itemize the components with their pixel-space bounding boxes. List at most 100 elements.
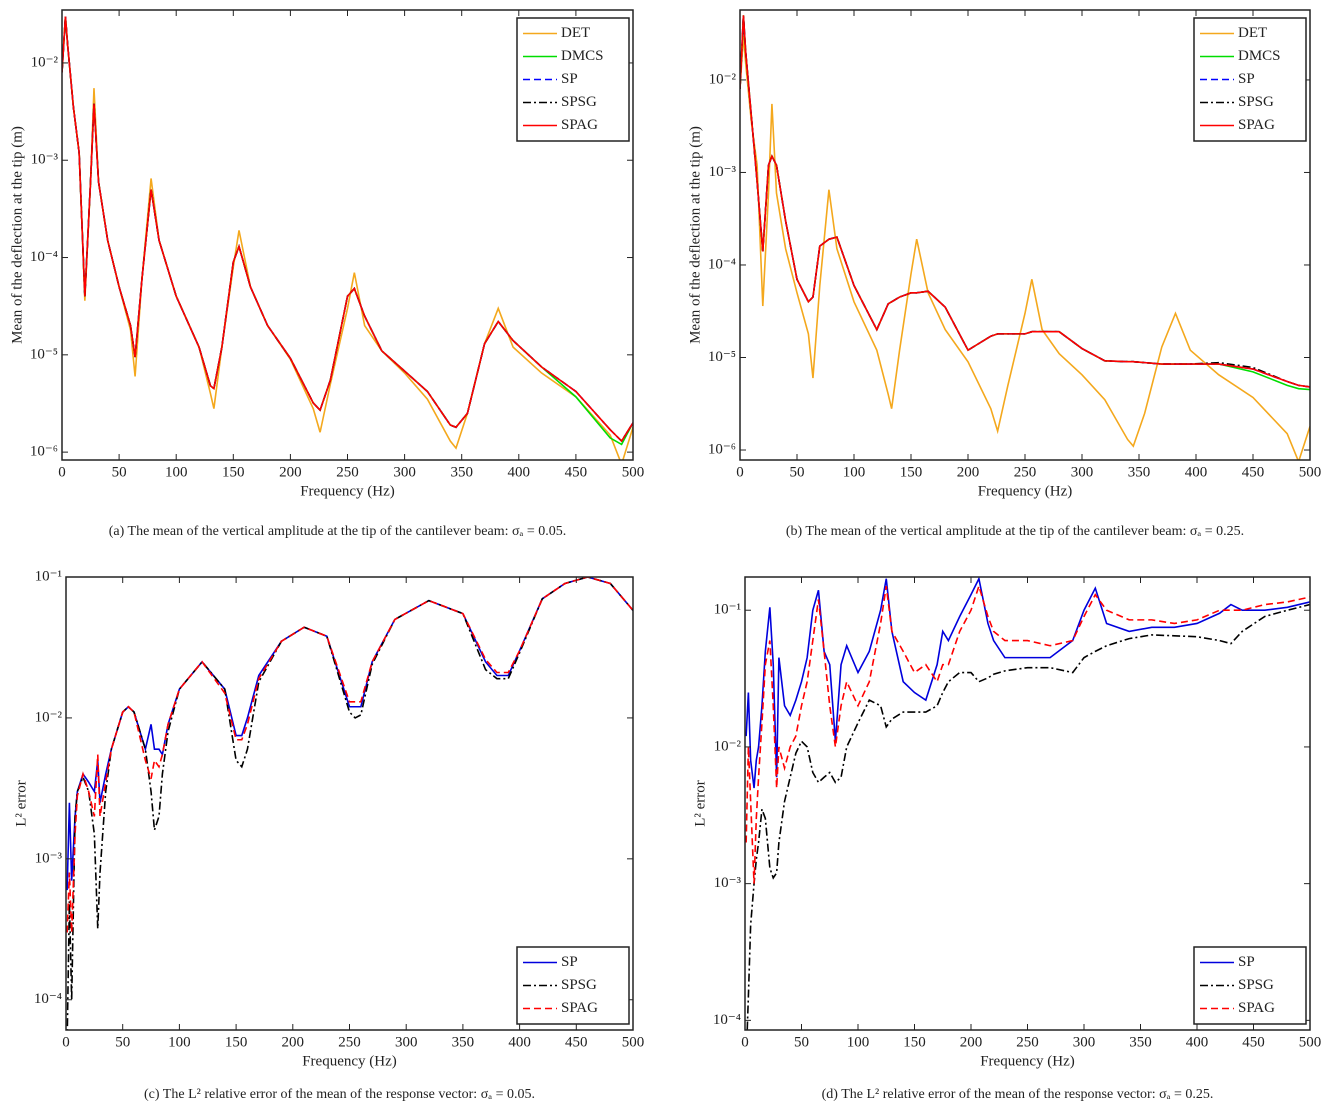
y-axis-label: Mean of the deflection at the tip (m): [687, 126, 703, 344]
caption: (a) The mean of the vertical amplitude a…: [109, 524, 567, 539]
y-tick-label: 10⁻⁴: [708, 256, 736, 272]
y-tick-label: 10⁻⁶: [30, 444, 58, 460]
legend-label: DET: [561, 25, 590, 41]
series-line: [740, 15, 1310, 388]
plot-lines: [740, 15, 1310, 460]
x-tick-label: 400: [1185, 464, 1208, 480]
y-tick-label: 10⁻²: [714, 738, 742, 754]
caption: (d) The L² relative error of the mean of…: [822, 1087, 1214, 1102]
x-tick-label: 250: [338, 1034, 361, 1050]
x-tick-label: 500: [622, 464, 645, 480]
legend-label: SPAG: [561, 1000, 598, 1016]
x-tick-label: 500: [1299, 1034, 1322, 1050]
x-tick-label: 200: [960, 1034, 983, 1050]
x-tick-label: 450: [1242, 1034, 1265, 1050]
x-tick-label: 100: [165, 464, 188, 480]
x-tick-label: 450: [1242, 464, 1265, 480]
x-tick-label: 50: [112, 464, 127, 480]
x-tick-label: 150: [900, 464, 923, 480]
x-tick-label: 300: [1071, 464, 1094, 480]
plot-lines: [62, 16, 633, 460]
x-tick-label: 450: [565, 1034, 588, 1050]
x-tick-label: 350: [1129, 1034, 1152, 1050]
y-tick-label: 10⁻¹: [714, 602, 741, 618]
x-tick-label: 300: [393, 464, 416, 480]
x-tick-label: 0: [741, 1034, 749, 1050]
y-tick-label: 10⁻⁴: [34, 991, 62, 1007]
x-tick-label: 100: [168, 1034, 191, 1050]
x-axis-label: Frequency (Hz): [978, 483, 1073, 499]
y-tick-label: 10⁻³: [31, 152, 59, 168]
x-tick-label: 0: [736, 464, 744, 480]
x-tick-label: 150: [225, 1034, 248, 1050]
legend-label: SP: [1238, 71, 1255, 87]
series-line: [746, 603, 1310, 1030]
plot-lines: [745, 577, 1310, 1030]
legend-label: SPSG: [1238, 977, 1274, 993]
legend-label: DMCS: [561, 48, 604, 64]
x-tick-label: 0: [62, 1034, 70, 1050]
y-tick-label: 10⁻²: [35, 709, 63, 725]
x-tick-label: 150: [222, 464, 245, 480]
x-tick-label: 500: [1299, 464, 1322, 480]
x-tick-label: 200: [279, 464, 302, 480]
legend-label: SP: [561, 954, 578, 970]
legend-label: SPSG: [1238, 94, 1274, 110]
series-line: [62, 16, 633, 443]
x-tick-label: 100: [843, 464, 866, 480]
x-tick-label: 400: [508, 464, 531, 480]
caption: (b) The mean of the vertical amplitude a…: [786, 524, 1244, 539]
legend-label: DET: [1238, 25, 1267, 41]
x-tick-label: 250: [1014, 464, 1037, 480]
x-tick-label: 50: [115, 1034, 130, 1050]
y-tick-label: 10⁻⁴: [30, 249, 58, 265]
x-axis-label: Frequency (Hz): [980, 1053, 1075, 1069]
x-axis-label: Frequency (Hz): [302, 1053, 397, 1069]
caption: (c) The L² relative error of the mean of…: [144, 1087, 535, 1102]
legend-label: SP: [1238, 954, 1255, 970]
x-tick-label: 50: [794, 1034, 809, 1050]
series-line: [66, 577, 633, 933]
y-tick-label: 10⁻³: [709, 164, 737, 180]
x-tick-label: 50: [790, 464, 805, 480]
legend-label: SPAG: [561, 117, 598, 133]
y-tick-label: 10⁻²: [709, 71, 737, 87]
y-tick-label: 10⁻³: [714, 875, 742, 891]
y-tick-label: 10⁻¹: [35, 568, 62, 584]
series-line: [745, 583, 1310, 884]
x-tick-label: 150: [903, 1034, 926, 1050]
legend-label: SPSG: [561, 94, 597, 110]
x-tick-label: 200: [957, 464, 980, 480]
legend-label: SP: [561, 71, 578, 87]
x-tick-label: 350: [450, 464, 473, 480]
x-tick-label: 350: [452, 1034, 475, 1050]
y-tick-label: 10⁻⁵: [708, 349, 736, 365]
y-tick-label: 10⁻²: [31, 54, 59, 70]
series-line: [740, 35, 1310, 460]
y-axis-label: L² error: [692, 780, 708, 827]
x-tick-label: 400: [1186, 1034, 1209, 1050]
x-tick-label: 400: [508, 1034, 531, 1050]
x-tick-label: 300: [1073, 1034, 1096, 1050]
legend-label: SPAG: [1238, 117, 1275, 133]
x-tick-label: 0: [58, 464, 66, 480]
series-line: [66, 577, 633, 1030]
x-tick-label: 300: [395, 1034, 418, 1050]
plot-lines: [66, 577, 633, 1030]
legend-label: SPSG: [561, 977, 597, 993]
x-axis-label: Frequency (Hz): [300, 483, 395, 499]
y-axis-label: Mean of the deflection at the tip (m): [9, 126, 25, 344]
y-tick-label: 10⁻³: [35, 850, 63, 866]
x-tick-label: 450: [565, 464, 588, 480]
x-tick-label: 100: [847, 1034, 870, 1050]
x-tick-label: 350: [1128, 464, 1151, 480]
y-tick-label: 10⁻⁴: [713, 1012, 741, 1028]
x-tick-label: 250: [336, 464, 359, 480]
legend-label: DMCS: [1238, 48, 1281, 64]
x-tick-label: 500: [622, 1034, 645, 1050]
x-tick-label: 200: [282, 1034, 305, 1050]
x-tick-label: 250: [1016, 1034, 1039, 1050]
legend-label: SPAG: [1238, 1000, 1275, 1016]
y-tick-label: 10⁻⁶: [708, 441, 736, 457]
